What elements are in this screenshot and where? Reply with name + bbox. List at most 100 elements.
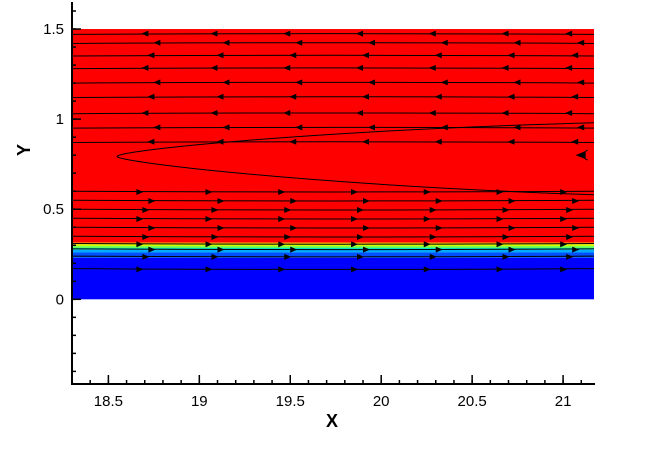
- streamline-16: [71, 54, 595, 57]
- streamline-arrow: [136, 266, 144, 273]
- streamline-arrow: [502, 206, 510, 213]
- ticks: [71, 10, 583, 384]
- streamline-arrow: [278, 188, 286, 195]
- streamline-arrow: [217, 246, 225, 253]
- streamline-arrow: [216, 93, 224, 100]
- streamline-arrow: [508, 197, 516, 204]
- streamline-arrow: [435, 224, 443, 231]
- streamline-arrow: [357, 233, 365, 240]
- axes: [71, 2, 595, 385]
- streamline-arrow: [278, 215, 286, 222]
- streamline-arrow: [136, 215, 144, 222]
- streamline-arrow: [502, 233, 510, 240]
- streamline-arrow: [565, 30, 573, 37]
- streamline-arrow: [211, 206, 219, 213]
- streamline-arrow: [496, 241, 504, 248]
- streamline-arrow: [351, 215, 359, 222]
- streamline-arrow: [501, 64, 509, 71]
- streamlines: [71, 30, 595, 273]
- streamline-arrow: [428, 109, 436, 116]
- streamline-arrow: [283, 64, 291, 71]
- x-tick-label: 20.5: [458, 393, 487, 410]
- streamline-arrow: [502, 253, 510, 260]
- streamline-arrow: [222, 39, 230, 46]
- x-tick-label: 18.5: [94, 393, 123, 410]
- streamline-arrow: [357, 253, 365, 260]
- streamline-13: [71, 96, 595, 98]
- streamline-arrow: [351, 266, 359, 273]
- streamline-arrow: [142, 206, 150, 213]
- streamline-arrow: [577, 39, 585, 46]
- x-tick-label: 19: [191, 393, 208, 410]
- streamline-arrow: [289, 52, 297, 59]
- streamline-arrow: [295, 124, 303, 131]
- streamline-arrow: [205, 188, 213, 195]
- streamline-11: [71, 126, 595, 129]
- streamline-arrow: [513, 39, 521, 46]
- streamline-arrow: [210, 64, 218, 71]
- streamline-arrow: [148, 197, 156, 204]
- streamline-arrow: [141, 64, 149, 71]
- streamline-arrow: [211, 233, 219, 240]
- x-tick-label: 21: [555, 393, 572, 410]
- streamline-arrow: [566, 253, 574, 260]
- streamline-arrow: [284, 206, 292, 213]
- streamline-arrow: [440, 39, 448, 46]
- streamline-arrow: [278, 266, 286, 273]
- streamline-arrow: [141, 30, 149, 37]
- contour-band-3: [72, 247, 594, 250]
- streamline-arrow: [290, 246, 298, 253]
- streamline-arrow: [142, 253, 150, 260]
- streamline-arrow: [501, 30, 509, 37]
- streamline-arrow: [571, 93, 579, 100]
- streamline-arrow: [356, 30, 364, 37]
- streamline-arrow: [508, 246, 516, 253]
- streamline-6: [71, 217, 595, 220]
- streamline-arrow: [153, 39, 161, 46]
- x-tick-label: 20: [373, 393, 390, 410]
- streamline-arrow: [572, 246, 580, 253]
- contour-fills: [72, 29, 594, 300]
- streamline-arrow: [211, 253, 219, 260]
- streamline-arrow: [571, 138, 579, 145]
- streamline-arrow: [153, 79, 161, 86]
- streamline-arrow: [440, 124, 448, 131]
- streamline-arrow: [577, 79, 585, 86]
- streamline-arrow: [435, 246, 443, 253]
- streamline-arrow: [368, 124, 376, 131]
- contour-band-4: [72, 246, 594, 248]
- contour-band-6: [72, 242, 594, 245]
- streamline-arrow: [216, 52, 224, 59]
- streamline-arrow: [136, 188, 144, 195]
- streamline-arrow: [283, 30, 291, 37]
- streamline-arrow: [147, 93, 155, 100]
- streamline-arrow: [428, 30, 436, 37]
- streamline-arrow: [295, 39, 303, 46]
- streamline-arrow: [205, 266, 213, 273]
- streamline-arrow: [440, 79, 448, 86]
- contour-band-1: [72, 252, 594, 258]
- streamline-arrow: [289, 138, 297, 145]
- y-tick-label: 0: [56, 291, 64, 308]
- streamline-arrow: [496, 215, 504, 222]
- streamline-arrow: [205, 241, 213, 248]
- tick-labels: 18.5 19 19.5 20 20.5 21 0 0.5 1 1.5: [43, 21, 571, 410]
- recirculation-loop: [116, 122, 595, 196]
- streamline-arrow: [351, 188, 359, 195]
- streamline-arrow: [566, 233, 574, 240]
- streamline-arrow: [147, 52, 155, 59]
- streamline-arrow: [572, 197, 580, 204]
- streamline-5: [71, 226, 595, 229]
- y-tick-label: 1: [56, 111, 64, 128]
- streamline-arrow: [434, 93, 442, 100]
- streamline-arrow: [290, 197, 298, 204]
- streamline-arrow: [435, 197, 443, 204]
- streamline-arrow: [290, 224, 298, 231]
- streamline-arrow: [153, 124, 161, 131]
- streamline-arrow: [362, 93, 370, 100]
- streamline-arrow: [566, 206, 574, 213]
- streamline-arrow: [507, 138, 515, 145]
- streamline-arrow: [148, 224, 156, 231]
- streamline-arrow: [363, 197, 371, 204]
